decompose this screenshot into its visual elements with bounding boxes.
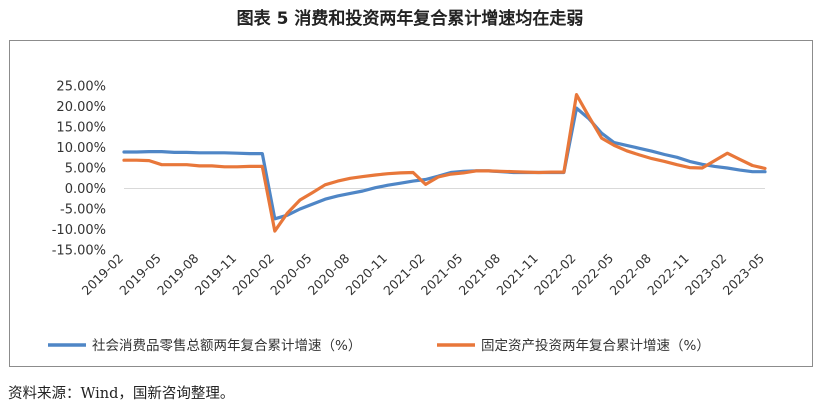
chart-title: 图表 5 消费和投资两年复合累计增速均在走弱: [236, 9, 584, 29]
source-note: 资料来源：Wind，国新咨询整理。: [8, 386, 235, 402]
chart-frame: [9, 40, 813, 367]
y-tick-label: 10.00%: [56, 141, 106, 156]
legend-label: 固定资产投资两年复合累计增速（%）: [481, 337, 710, 354]
legend-label: 社会消费品零售总额两年复合累计增速（%）: [92, 337, 361, 354]
y-axis-ticks: 25.00% 20.00% 15.00% 10.00% 5.00% 0.00% -5.00%…: [52, 80, 765, 259]
y-tick-label: 0.00%: [65, 182, 106, 197]
y-tick-label: 25.00%: [56, 80, 106, 95]
y-tick-label: 15.00%: [56, 121, 106, 136]
y-tick-label: -5.00%: [60, 203, 106, 218]
y-tick-label: -15.00%: [52, 244, 106, 259]
series-line-fixed-investment: [122, 92, 767, 233]
y-tick-label: -10.00%: [52, 223, 106, 238]
x-axis-ticks: 2019-022019-052019-082019-112020-022020-…: [79, 250, 768, 298]
y-tick-label: 5.00%: [65, 162, 106, 177]
legend: 社会消费品零售总额两年复合累计增速（%） 固定资产投资两年复合累计增速（%）: [48, 337, 710, 354]
line-chart: 25.00% 20.00% 15.00% 10.00% 5.00% 0.00% -5.00%…: [48, 80, 768, 354]
series-lines: [122, 92, 767, 233]
y-tick-label: 20.00%: [56, 100, 106, 115]
x-tick-label: 2023-05: [720, 251, 768, 299]
